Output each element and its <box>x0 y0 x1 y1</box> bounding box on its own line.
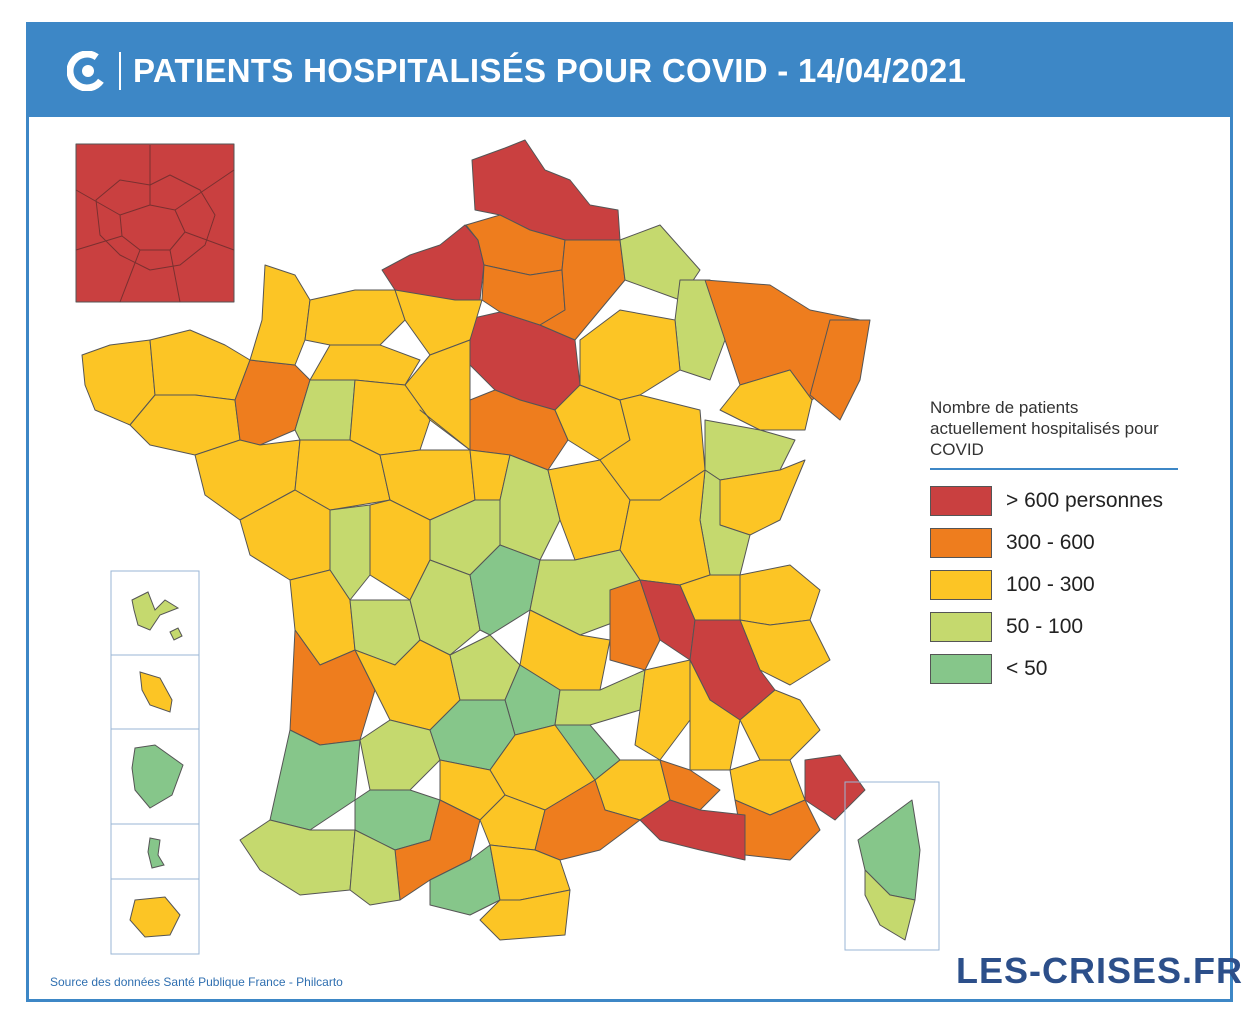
legend-swatch <box>930 570 992 600</box>
reunion-inset <box>110 878 200 955</box>
guyane-shape <box>131 744 184 809</box>
region-hautes-pyrenees <box>349 829 401 906</box>
legend-item: 300 - 600 <box>930 522 1190 564</box>
region-haute-savoie <box>739 564 821 626</box>
region-vosges <box>719 369 813 431</box>
legend-label: 300 - 600 <box>1006 531 1095 554</box>
les-crises-c-icon <box>66 50 108 92</box>
region-pyrenees-atlantiques <box>239 819 356 896</box>
region-cotes-armor <box>149 329 251 401</box>
legend-swatch <box>930 528 992 558</box>
region-deux-sevres <box>329 504 371 601</box>
mayotte-shape <box>147 837 165 869</box>
region-landes <box>269 729 361 831</box>
region-calvados <box>304 289 406 346</box>
legend-item: < 50 <box>930 648 1190 690</box>
legend-label: 50 - 100 <box>1006 615 1084 638</box>
legend-divider <box>930 468 1178 470</box>
guadeloupe-island <box>169 627 183 641</box>
header-separator <box>119 52 121 90</box>
legend-item: 100 - 300 <box>930 564 1190 606</box>
legend: Nombre de patients actuellement hospital… <box>930 397 1190 690</box>
region-alpes-maritimes <box>804 754 866 821</box>
guadeloupe-shape <box>131 591 180 631</box>
legend-label: < 50 <box>1006 657 1048 680</box>
reunion-shape <box>129 896 181 938</box>
legend-item: 50 - 100 <box>930 606 1190 648</box>
region-ille-vilaine <box>234 359 311 446</box>
legend-item: > 600 personnes <box>930 480 1190 522</box>
region-alsace <box>809 319 871 421</box>
legend-swatch <box>930 612 992 642</box>
legend-label: 100 - 300 <box>1006 573 1095 596</box>
martinique-shape <box>139 671 173 713</box>
region-haute-garonne <box>394 799 481 901</box>
region-manche <box>249 264 311 366</box>
legend-label: > 600 personnes <box>1006 489 1164 512</box>
region-lot-garonne <box>359 719 441 791</box>
legend-title: Nombre de patients actuellement hospital… <box>930 398 1159 459</box>
page-title: PATIENTS HOSPITALISÉS POUR COVID - 14/04… <box>133 52 967 89</box>
paris-inset <box>75 143 235 303</box>
region-bouches-rhone <box>639 799 746 861</box>
corsica-inset <box>844 781 940 951</box>
region-aube <box>579 309 681 401</box>
region-vaucluse <box>659 759 721 811</box>
legend-swatch <box>930 654 992 684</box>
region-pyrenees-orientales <box>479 889 571 941</box>
header-bar: PATIENTS HOSPITALISÉS POUR COVID - 14/04… <box>29 25 1230 117</box>
region-orne <box>309 344 421 386</box>
map-frame: PATIENTS HOSPITALISÉS POUR COVID - 14/04… <box>26 22 1233 1002</box>
region-normandie-east <box>381 224 485 301</box>
brand-logo: LES-CRISES.FR <box>956 950 1244 991</box>
legend-swatch <box>930 486 992 516</box>
region-corse-du-sud <box>864 869 916 941</box>
source-note: Source des données Santé Publique France… <box>50 975 343 989</box>
